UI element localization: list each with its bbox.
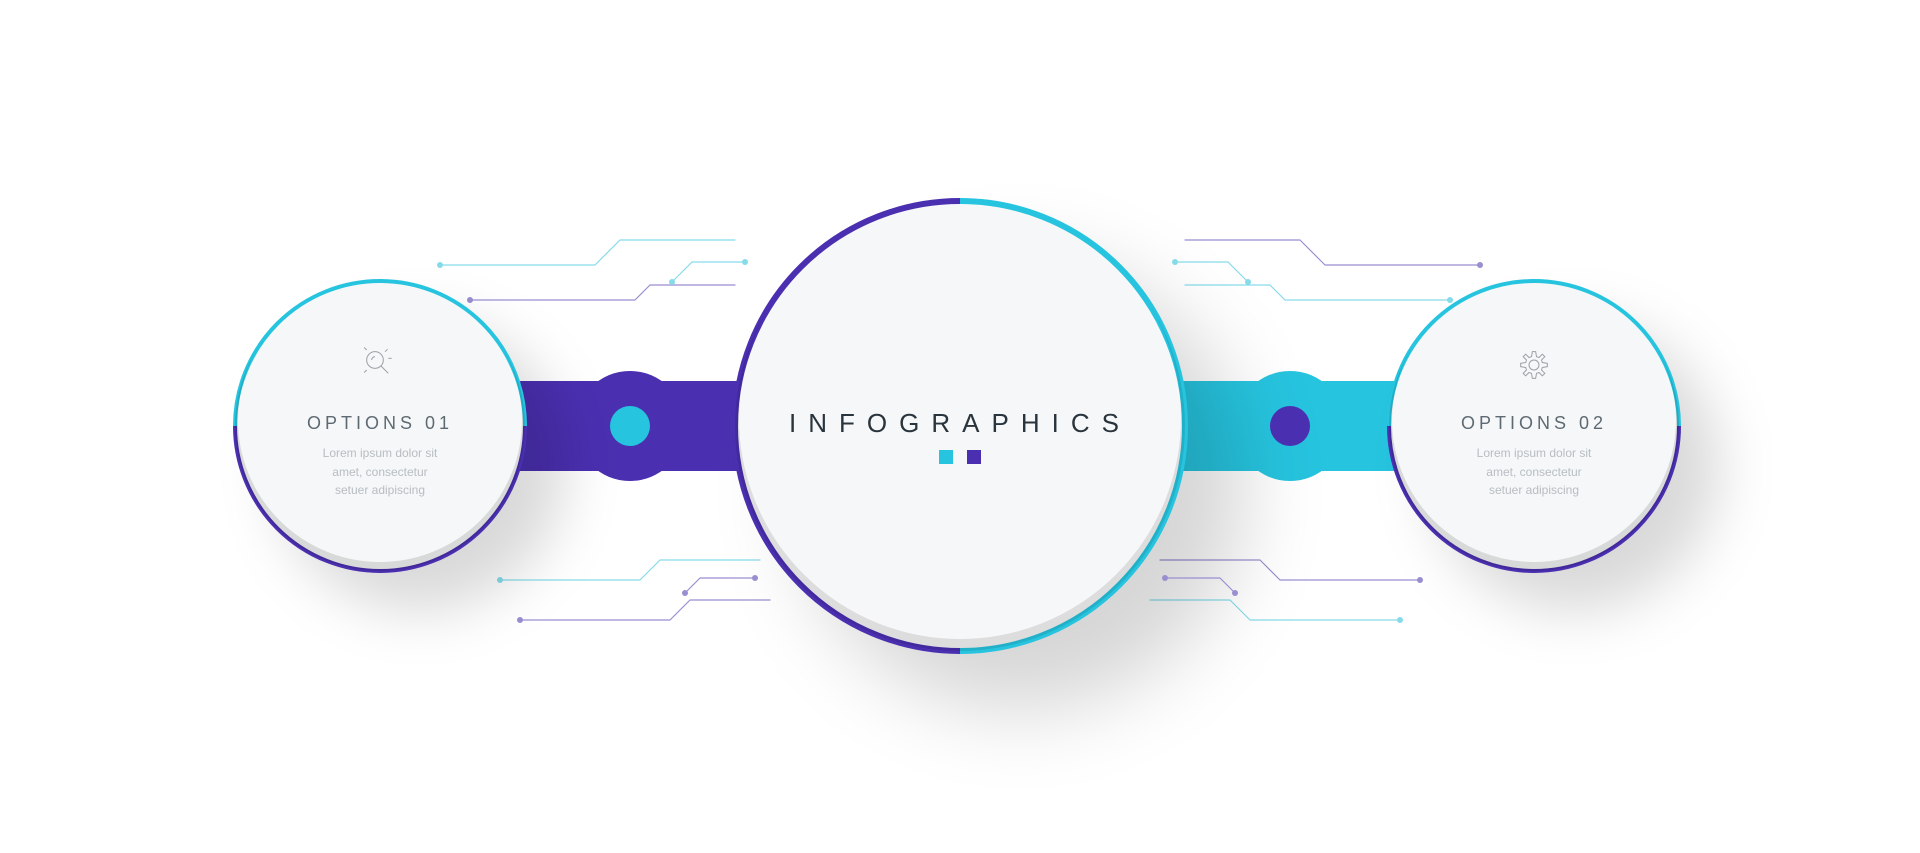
option-title-right: OPTIONS 02 (1414, 413, 1654, 434)
center-square-purple (967, 450, 981, 464)
option-block-right: OPTIONS 02 Lorem ipsum dolor sit amet, c… (1414, 413, 1654, 500)
center-title: INFOGRAPHICS (789, 408, 1131, 439)
gear-icon (1504, 335, 1564, 395)
option-title-left: OPTIONS 01 (260, 413, 500, 434)
center-square-cyan (939, 450, 953, 464)
infographic-stage: INFOGRAPHICS OPTIONS 01 Lorem ipsum dolo… (0, 0, 1920, 853)
center-squares (939, 450, 981, 464)
lightbulb-search-icon (350, 335, 410, 395)
option-desc-left: Lorem ipsum dolor sit amet, consectetur … (260, 444, 500, 500)
option-desc-right: Lorem ipsum dolor sit amet, consectetur … (1414, 444, 1654, 500)
option-block-left: OPTIONS 01 Lorem ipsum dolor sit amet, c… (260, 413, 500, 500)
